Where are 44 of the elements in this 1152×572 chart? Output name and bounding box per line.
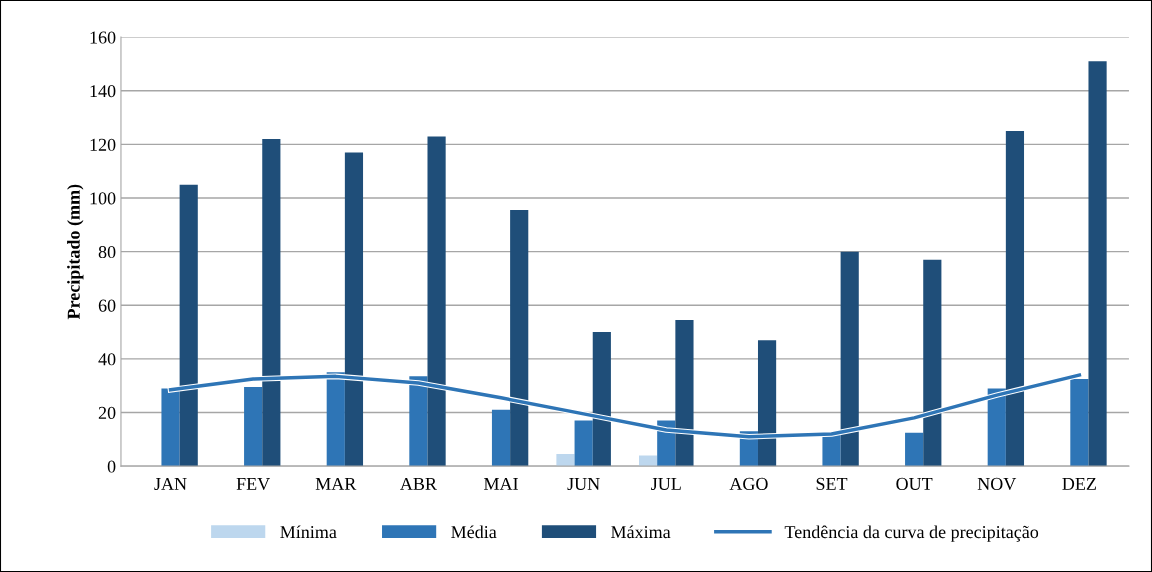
y-axis-title: Precipitado (mm)	[67, 184, 84, 320]
bar	[592, 332, 611, 467]
x-tick-label: OUT	[896, 477, 933, 490]
bar	[757, 340, 777, 467]
y-tick-label: 0	[107, 460, 116, 473]
bar	[427, 136, 446, 467]
y-tick-label: 160	[90, 31, 116, 44]
bar	[262, 139, 281, 467]
y-tick-label: 120	[90, 138, 116, 151]
legend-label: Máxima	[611, 525, 671, 539]
bar	[840, 251, 859, 467]
bar	[491, 409, 511, 467]
x-tick-label: MAR	[315, 477, 357, 490]
bar	[1005, 131, 1025, 467]
legend-label: Mínima	[280, 525, 337, 539]
bar	[556, 454, 575, 467]
y-tick-label: 100	[90, 192, 116, 205]
x-tick-label: JUL	[651, 478, 681, 490]
bar	[244, 387, 263, 467]
bar	[574, 420, 593, 467]
bar	[923, 259, 942, 467]
bar	[639, 455, 658, 467]
x-tick-label: AGO	[729, 477, 768, 490]
y-tick-label: 60	[98, 299, 116, 312]
y-tick-label: 80	[98, 245, 116, 259]
bar	[344, 152, 364, 467]
bar	[510, 210, 529, 467]
bar	[905, 432, 924, 467]
x-tick-label: NOV	[977, 477, 1017, 491]
x-tick-label: MAI	[483, 477, 518, 490]
x-tick-label: JUN	[567, 478, 600, 490]
bar	[675, 320, 694, 467]
y-tick-label: 140	[90, 85, 116, 98]
x-tick-label: JAN	[154, 477, 187, 490]
x-tick-label: SET	[816, 477, 848, 490]
legend-label: Tendência da curva de precipitação	[784, 525, 1039, 542]
x-tick-label: FEV	[236, 478, 271, 491]
x-tick-label: DEZ	[1062, 478, 1096, 490]
legend-label: Média	[451, 525, 497, 539]
bar	[1088, 61, 1107, 467]
y-tick-label: 20	[98, 406, 116, 419]
x-tick-label: ABR	[400, 477, 437, 490]
y-tick-label: 40	[98, 353, 116, 366]
bar	[179, 184, 198, 467]
